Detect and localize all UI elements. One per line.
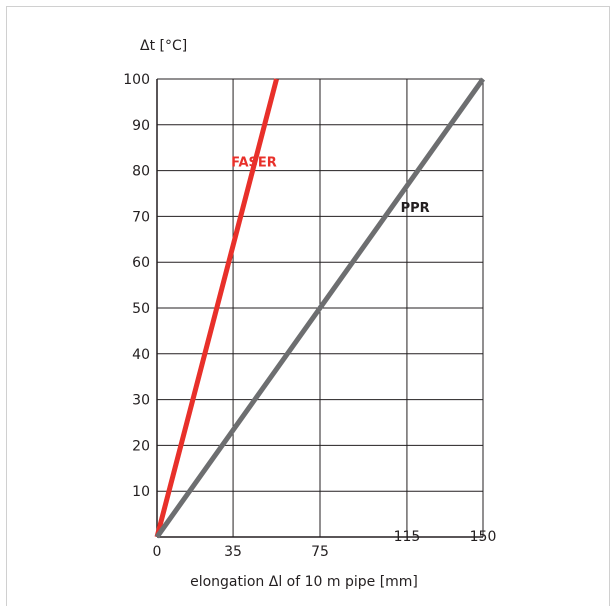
y-tick-label: 100	[123, 72, 150, 88]
x-axis-title: elongation Δl of 10 m pipe [mm]	[190, 574, 418, 590]
y-tick-label: 70	[132, 209, 150, 225]
x-tick-label: 0	[153, 544, 162, 560]
x-tick-label: 150	[470, 529, 497, 545]
labels: Δt [°C] elongation Δl of 10 m pipe [mm] …	[123, 38, 496, 590]
y-tick-label: 90	[132, 118, 150, 134]
y-tick-label: 30	[132, 393, 150, 409]
y-tick-label: 40	[132, 347, 150, 363]
y-tick-label: 50	[132, 301, 150, 317]
series-line-faser	[154, 78, 279, 538]
chart-frame	[6, 6, 610, 606]
y-tick-label: 60	[132, 255, 150, 271]
series-label-faser: FASER	[231, 155, 277, 170]
x-tick-label: 35	[224, 544, 242, 560]
y-tick-label: 20	[132, 438, 150, 454]
y-axis-title: Δt [°C]	[140, 38, 187, 54]
series-label-ppr: PPR	[401, 201, 430, 216]
y-tick-label: 10	[132, 484, 150, 500]
series	[154, 77, 486, 539]
x-tick-label: 115	[394, 529, 421, 545]
y-tick-label: 80	[132, 164, 150, 180]
x-tick-label: 75	[311, 544, 329, 560]
axes	[156, 79, 483, 538]
series-line-ppr	[154, 77, 486, 539]
